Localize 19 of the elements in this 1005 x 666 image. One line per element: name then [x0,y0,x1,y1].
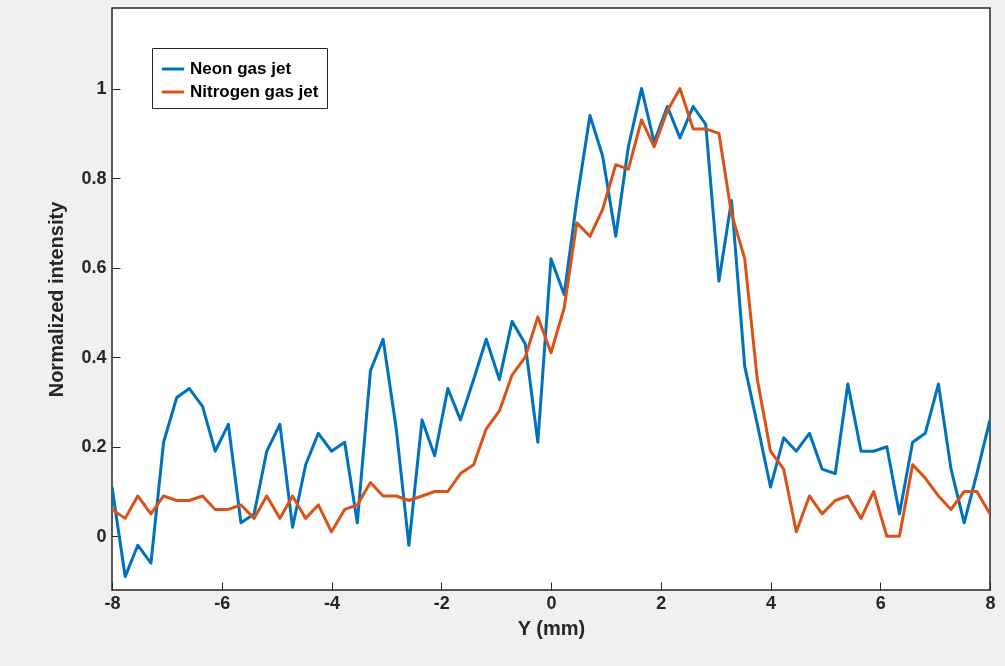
legend-label: Nitrogen gas jet [190,82,319,101]
x-tick-label: -2 [433,592,450,613]
y-tick-label: 0 [96,525,107,546]
y-axis-title: Normalized intensity [45,200,68,398]
x-tick-label: 6 [875,592,886,613]
y-tick-label: 0.6 [81,257,107,278]
y-tick-label: 0.8 [81,167,107,188]
x-tick-label: 2 [656,592,667,613]
x-tick-label: 8 [985,592,996,613]
x-tick-label: 4 [765,592,777,613]
x-tick-label: -6 [214,592,231,613]
y-tick-label: 0.2 [81,436,107,457]
legend-label: Neon gas jet [190,59,292,78]
x-tick-label: -8 [104,592,121,613]
y-tick-label: 0.4 [81,346,107,367]
x-tick-label: 0 [546,592,557,613]
y-tick-label: 1 [96,78,107,99]
x-tick-label: -4 [323,592,341,613]
x-axis-title: Y (mm) [517,616,586,639]
